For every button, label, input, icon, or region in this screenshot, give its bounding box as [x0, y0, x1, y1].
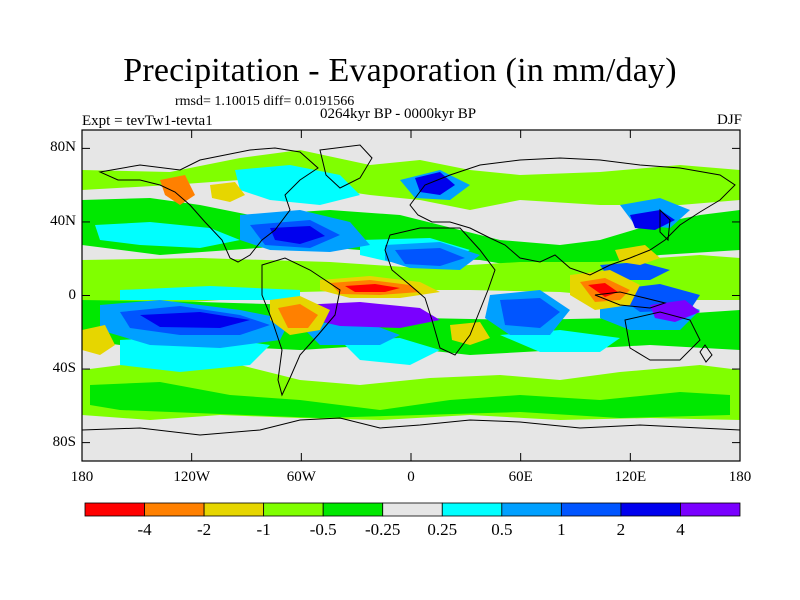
colorbar-label: 0.25	[427, 520, 458, 539]
coastline	[594, 291, 667, 309]
colorbar-label: -0.5	[309, 520, 337, 539]
x-tick-label: 180	[70, 469, 94, 485]
field-patch	[345, 284, 400, 292]
coastlines	[82, 144, 740, 436]
colorbar-box	[263, 502, 324, 517]
field-patch	[500, 330, 620, 352]
period-subtitle: 0264kyr BP - 0000kyr BP	[320, 106, 477, 122]
field-patch	[140, 312, 250, 328]
field-patch	[235, 165, 360, 205]
colorbar-label: -0.25	[365, 520, 401, 539]
field-patch	[160, 175, 195, 205]
coastline	[82, 417, 740, 436]
colorbar-label: -2	[196, 520, 212, 539]
x-tick-label: 120W	[173, 469, 210, 485]
colorbar-box	[680, 502, 741, 517]
x-tick-label: 0	[407, 469, 415, 485]
coastline	[659, 208, 671, 242]
field-patch	[95, 222, 240, 248]
field-patch	[450, 322, 490, 345]
field-patch	[415, 172, 455, 195]
colorbar-label: 2	[616, 520, 626, 539]
season-label: DJF	[716, 112, 742, 128]
field-patch	[395, 248, 465, 266]
y-tick-label: 0	[68, 286, 77, 303]
coastline	[384, 227, 496, 356]
field-patch	[82, 325, 115, 355]
x-tick-label: 60W	[286, 469, 316, 485]
colorbar-box	[560, 502, 622, 517]
colorbar-box	[501, 502, 562, 517]
colorbar-label: 1	[557, 520, 566, 539]
colorbar-box	[322, 502, 384, 517]
field-patch	[500, 298, 560, 328]
field-patch	[270, 226, 325, 244]
field-patch	[650, 300, 700, 322]
colorbar-box	[203, 502, 265, 517]
coastline	[261, 257, 341, 397]
colorbar-label: -1	[256, 520, 271, 539]
colorbar	[84, 502, 741, 517]
experiment-label: Expt = tevTw1-tevta1	[82, 113, 213, 129]
field-patch	[90, 382, 730, 418]
colorbar-box	[144, 502, 205, 517]
y-tick-label: 40N	[50, 212, 76, 229]
coastline	[624, 311, 701, 361]
coastline	[409, 157, 736, 276]
stats-subtitle: rmsd= 1.10015 diff= 0.0191566	[175, 94, 355, 109]
field-patch	[278, 304, 318, 328]
coastline	[319, 144, 373, 189]
chart-title: Precipitation - Evaporation (in mm/day)	[123, 52, 677, 89]
tick-marks	[81, 130, 741, 461]
y-tick-label: 80N	[50, 139, 76, 156]
coastline	[699, 344, 713, 363]
y-tick-label: 40S	[52, 360, 76, 377]
colorbar-label: -4	[137, 520, 152, 539]
y-tick-label: 80S	[52, 433, 76, 450]
colorbar-box	[441, 502, 503, 517]
field-patch	[210, 182, 245, 202]
x-tick-label: 120E	[614, 469, 647, 485]
field-patch	[630, 210, 675, 230]
anomaly-field	[82, 150, 740, 420]
field-patch	[300, 302, 440, 328]
x-tick-label: 180	[728, 469, 752, 485]
colorbar-box	[620, 502, 681, 517]
colorbar-box	[382, 502, 443, 517]
colorbar-label: 4	[676, 520, 685, 539]
colorbar-box	[84, 502, 145, 517]
field-patch	[120, 286, 300, 300]
coastline	[98, 147, 319, 263]
x-tick-label: 60E	[508, 469, 533, 485]
colorbar-label: 0.5	[491, 520, 513, 539]
